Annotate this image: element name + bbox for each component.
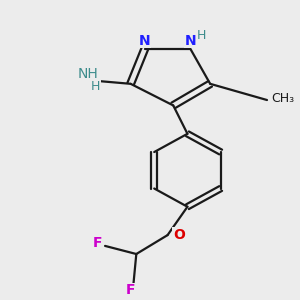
Text: O: O [173,228,185,242]
Text: N: N [139,34,151,48]
Text: N: N [184,34,196,48]
Text: CH₃: CH₃ [271,92,294,105]
Text: H: H [197,29,206,42]
Text: NH: NH [78,68,98,81]
Text: H: H [90,80,100,93]
Text: F: F [126,284,135,298]
Text: F: F [93,236,103,250]
